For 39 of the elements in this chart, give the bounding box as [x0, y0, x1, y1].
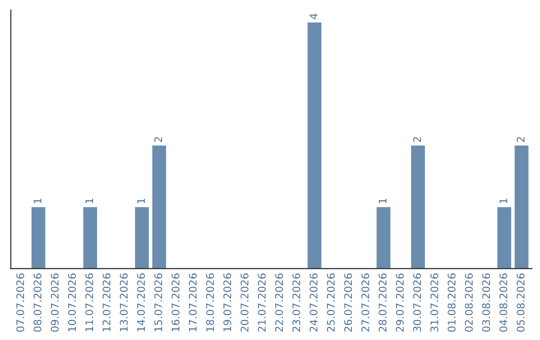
data-label: 1: [85, 198, 94, 204]
x-tick-label: 10.07.2026: [68, 273, 76, 332]
data-label: 1: [378, 198, 386, 204]
x-tick-label: 09.07.2026: [50, 273, 59, 332]
x-tick-label: 18.07.2026: [206, 273, 214, 332]
x-tick-label: 20.07.2026: [240, 273, 248, 332]
x-tick-label: 21.07.2026: [258, 273, 266, 332]
data-label: 1: [34, 198, 42, 204]
x-tick-label: 31.07.2026: [430, 273, 438, 332]
x-tick-label: 14.07.2026: [137, 273, 145, 332]
x-tick-label: 13.07.2026: [120, 273, 128, 332]
x-tick-label: 05.08.2026: [516, 273, 525, 332]
x-tick-label: 15.07.2026: [154, 273, 162, 332]
x-tick-label: 16.07.2026: [172, 273, 180, 332]
x-tick-label: 29.07.2026: [396, 273, 404, 332]
x-tick-label: 25.07.2026: [326, 273, 335, 332]
x-tick-label: 23.07.2026: [292, 273, 300, 332]
data-label: 2: [413, 137, 421, 142]
x-tick-label: 27.07.2026: [361, 273, 370, 332]
data-label: 4: [310, 14, 318, 20]
x-tick-label: 02.08.2026: [464, 273, 473, 332]
x-tick-label: 08.07.2026: [34, 273, 42, 332]
data-label: 1: [137, 198, 145, 204]
x-tick-label: 12.07.2026: [102, 273, 110, 332]
data-label: 2: [154, 137, 162, 142]
x-tick-label: 11.07.2026: [85, 273, 94, 332]
x-tick-label: 03.08.2026: [482, 273, 490, 332]
x-tick-label: 07.07.2026: [16, 273, 24, 332]
x-tick-label: 22.07.2026: [275, 273, 283, 332]
x-tick-label: 17.07.2026: [188, 273, 197, 332]
x-tick-label: 26.07.2026: [344, 273, 352, 332]
x-tick-label: 28.07.2026: [378, 273, 387, 332]
x-tick-label: 30.07.2026: [413, 273, 422, 332]
x-tick-label: 01.08.2026: [448, 273, 456, 332]
data-label: 1: [500, 198, 508, 204]
x-tick-label: 19.07.2026: [223, 273, 232, 332]
data-label: 2: [516, 137, 524, 142]
x-tick-label: 04.08.2026: [499, 273, 508, 332]
x-tick-label: 24.07.2026: [310, 273, 318, 332]
